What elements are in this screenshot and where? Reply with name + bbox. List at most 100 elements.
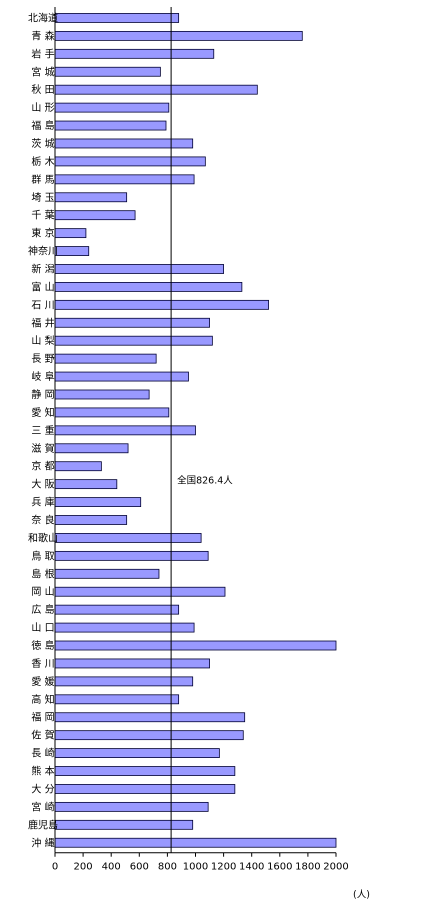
bar xyxy=(54,497,142,507)
bar xyxy=(54,676,194,687)
bar xyxy=(54,443,129,454)
category-label: 京 都 xyxy=(31,460,54,473)
category-label: 福 岡 xyxy=(31,711,54,724)
bar xyxy=(54,479,118,490)
category-label: 滋 賀 xyxy=(31,442,54,455)
x-tick-label: 600 xyxy=(130,862,149,873)
bar xyxy=(54,264,225,274)
category-label: 沖 縄 xyxy=(31,836,54,849)
bar xyxy=(54,748,220,758)
x-tick-label: 1200 xyxy=(211,862,236,873)
bar xyxy=(54,335,213,346)
x-tick-label: 400 xyxy=(102,862,121,873)
category-label: 長 崎 xyxy=(31,747,54,760)
category-label: 茨 城 xyxy=(31,137,54,150)
bar xyxy=(54,694,180,705)
bar xyxy=(54,801,209,812)
bar xyxy=(54,766,236,776)
bar xyxy=(54,299,269,310)
category-label: 山 形 xyxy=(31,102,54,114)
bar xyxy=(54,48,215,59)
bar xyxy=(54,84,258,95)
category-label: 兵 庫 xyxy=(31,496,54,509)
category-label: 岩 手 xyxy=(31,47,54,60)
bar xyxy=(54,658,210,669)
x-tick-label: 1400 xyxy=(239,862,264,873)
category-label: 山 口 xyxy=(31,622,54,634)
bar xyxy=(54,568,160,579)
category-label: 和歌山 xyxy=(28,531,58,544)
x-tick-label: 1000 xyxy=(183,862,208,873)
bar xyxy=(54,586,226,597)
category-label: 埼 玉 xyxy=(31,191,54,204)
bar xyxy=(54,102,170,113)
bar xyxy=(54,730,244,741)
category-label: 長 野 xyxy=(31,353,54,365)
category-label: 千 葉 xyxy=(31,209,54,222)
category-label: 鳥 取 xyxy=(31,549,54,562)
x-tick-label: 200 xyxy=(74,862,93,873)
category-label: 新 潟 xyxy=(31,262,54,275)
category-label: 青 森 xyxy=(31,29,54,42)
bar xyxy=(54,407,170,418)
bar xyxy=(54,622,195,633)
category-label: 岐 阜 xyxy=(31,370,54,383)
category-label: 佐 賀 xyxy=(31,730,54,742)
x-tick-label: 0 xyxy=(52,862,58,873)
bar xyxy=(54,712,246,723)
category-label: 熊 本 xyxy=(31,765,54,778)
x-tick-label: 1600 xyxy=(267,862,292,873)
category-label: 広 島 xyxy=(31,603,54,616)
bar xyxy=(54,210,136,221)
category-label: 大 分 xyxy=(31,782,54,795)
category-label: 福 井 xyxy=(31,316,54,329)
category-label: 奈 良 xyxy=(31,514,54,527)
bar xyxy=(54,282,243,292)
bar xyxy=(54,120,167,131)
reference-line-label: 全国826.4人 xyxy=(177,475,233,487)
bar xyxy=(54,371,189,382)
bar xyxy=(54,66,161,77)
bar xyxy=(54,515,128,525)
bar xyxy=(54,784,236,794)
bar xyxy=(54,228,87,239)
category-label: 愛 媛 xyxy=(31,675,54,688)
category-label: 神奈川 xyxy=(28,245,58,258)
bar xyxy=(54,425,196,436)
category-label: 北海道 xyxy=(28,11,58,24)
bar xyxy=(54,353,157,364)
category-label: 山 梨 xyxy=(31,334,54,347)
bar xyxy=(54,13,180,23)
bar xyxy=(54,30,303,41)
category-label: 秋 田 xyxy=(31,83,54,96)
bar xyxy=(54,640,337,651)
bar xyxy=(54,819,194,830)
bar xyxy=(54,604,180,615)
category-label: 宮 崎 xyxy=(31,800,54,813)
bar xyxy=(54,156,206,167)
bar xyxy=(54,389,150,400)
category-label: 福 島 xyxy=(31,119,54,132)
x-tick-label: 1800 xyxy=(295,862,320,873)
bar xyxy=(54,317,210,328)
category-label: 徳 島 xyxy=(31,639,54,652)
bar xyxy=(54,174,195,185)
bar xyxy=(54,550,209,561)
category-label: 愛 知 xyxy=(31,406,54,419)
x-tick-label: 800 xyxy=(158,862,177,873)
bar xyxy=(54,192,128,203)
category-label: 岡 山 xyxy=(31,586,54,598)
category-label: 大 阪 xyxy=(31,478,54,491)
category-label: 富 山 xyxy=(31,280,54,293)
bar xyxy=(54,246,90,256)
bar xyxy=(54,461,102,472)
bar xyxy=(54,138,194,149)
bar xyxy=(54,837,337,848)
bar xyxy=(54,533,202,543)
category-label: 石 川 xyxy=(31,300,54,311)
category-label: 鹿児島 xyxy=(28,818,58,831)
category-label: 香 川 xyxy=(31,658,54,670)
x-axis-unit-label: (人) xyxy=(353,890,370,901)
